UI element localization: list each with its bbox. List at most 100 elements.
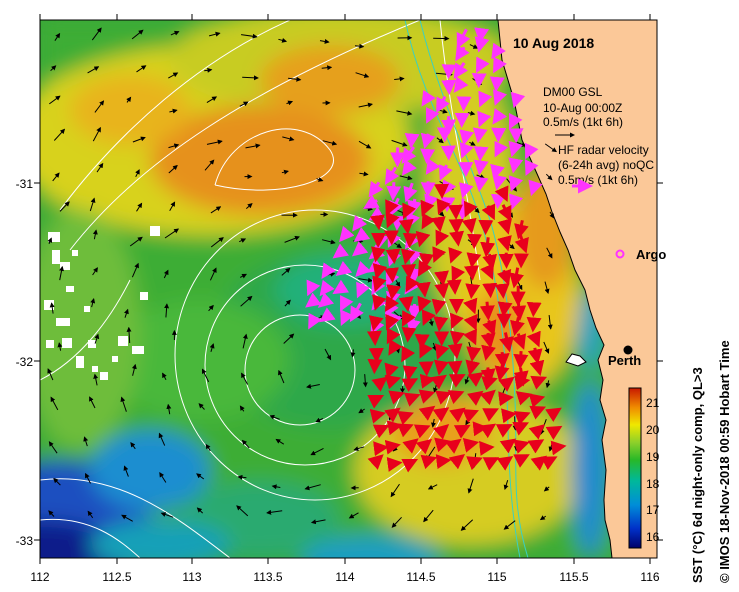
radar-current-arrow <box>453 76 469 93</box>
model-current-arrow <box>170 30 180 36</box>
model-current-arrow <box>87 510 94 519</box>
model-current-arrow <box>124 308 129 318</box>
radar-current-arrow <box>491 42 506 60</box>
radar-current-arrow <box>434 282 450 299</box>
model-current-arrow <box>121 514 133 522</box>
model-current-arrow <box>158 432 166 446</box>
radar-current-arrow <box>497 301 513 318</box>
model-current-arrow <box>159 472 167 483</box>
model-current-arrow <box>546 247 553 259</box>
radar-current-arrow <box>492 174 507 191</box>
radar-current-arrow <box>513 351 529 370</box>
radar-current-arrow <box>371 376 388 392</box>
radar-current-arrow <box>508 140 523 158</box>
radar-current-arrows <box>305 27 567 473</box>
model-current-arrow <box>282 136 295 142</box>
map-date-title: 10 Aug 2018 <box>513 35 594 51</box>
model-current-arrow <box>92 126 101 142</box>
radar-current-arrow <box>321 262 337 279</box>
radar-current-arrow <box>415 438 433 455</box>
model-current-arrow <box>237 474 247 480</box>
model-current-arrow <box>306 383 320 389</box>
model-current-arrow <box>503 520 516 530</box>
radar-current-arrow <box>514 219 529 240</box>
model-current-arrow <box>160 512 174 518</box>
radar-current-arrow <box>386 182 402 202</box>
radar-current-arrow <box>384 439 401 455</box>
radar-current-arrow <box>489 76 505 92</box>
radar-current-arrow <box>477 110 492 128</box>
model-current-arrow <box>390 483 400 498</box>
model-current-arrow <box>131 262 139 278</box>
radar-current-arrow <box>402 438 419 454</box>
radar-current-arrow <box>510 91 526 109</box>
model-legend-line1: DM00 GSL <box>543 85 603 99</box>
radar-current-arrow <box>480 367 496 385</box>
radar-current-arrow <box>480 237 496 258</box>
city-dot-icon <box>623 345 633 355</box>
model-current-arrow <box>93 373 99 386</box>
radar-current-arrow <box>319 307 336 323</box>
radar-current-arrow <box>385 248 401 265</box>
x-tick-label: 113 <box>182 570 201 584</box>
model-current-arrow <box>362 374 368 388</box>
model-current-arrow <box>358 102 373 108</box>
radar-current-arrow <box>435 229 450 247</box>
radar-current-arrow <box>446 279 462 295</box>
radar-current-arrow <box>494 351 510 369</box>
radar-current-arrow <box>308 312 322 330</box>
x-tick-label: 116 <box>640 570 659 584</box>
radar-current-arrow <box>540 456 558 471</box>
y-tick-label: -32 <box>16 355 34 369</box>
radar-current-arrow <box>401 159 417 176</box>
radar-current-arrow <box>453 61 469 80</box>
radar-current-arrow <box>372 294 387 311</box>
radar-current-arrow <box>526 301 542 318</box>
radar-current-arrow <box>386 456 403 472</box>
radar-current-arrow <box>419 341 433 359</box>
model-current-arrow <box>132 136 146 143</box>
model-current-arrow <box>209 343 215 352</box>
model-current-arrow <box>168 72 179 79</box>
radar-current-arrow <box>473 146 489 162</box>
radar-current-arrow <box>405 275 420 293</box>
colorbar-tick: 17 <box>646 503 660 517</box>
radar-current-arrow <box>401 378 419 392</box>
colorbar-title: SST (°C) 6d night-only comp, QL>3 <box>690 367 705 583</box>
colorbar-tick: 20 <box>646 423 660 437</box>
radar-current-arrow <box>494 185 509 203</box>
radar-current-arrow <box>474 36 490 53</box>
x-axis: 112 112.5 113 113.5 114 114.5 115 115.5 … <box>30 570 659 584</box>
model-current-arrow <box>91 27 102 41</box>
radar-current-arrow <box>445 438 462 454</box>
model-current-arrow <box>89 396 96 409</box>
model-current-arrow <box>321 239 336 245</box>
model-current-arrow <box>359 171 369 177</box>
radar-current-arrow <box>498 376 515 392</box>
plot-frame <box>39 19 658 559</box>
y-tick-label: -33 <box>16 534 34 548</box>
model-current-arrow <box>400 385 405 394</box>
model-current-arrow <box>47 237 53 244</box>
model-current-arrow <box>210 206 222 214</box>
model-current-arrow <box>547 315 553 330</box>
model-current-arrow <box>54 32 61 41</box>
radar-current-arrow <box>386 420 403 436</box>
model-current-arrow <box>283 333 295 344</box>
radar-current-arrow <box>529 405 547 420</box>
model-current-arrow <box>358 277 373 283</box>
radar-current-arrow <box>456 28 471 49</box>
radar-current-arrow <box>461 217 477 235</box>
radar-current-arrow <box>466 252 482 269</box>
radar-current-arrow <box>511 333 527 350</box>
radar-current-arrow <box>545 425 563 440</box>
model-current-arrow <box>168 164 178 174</box>
radar-current-arrow <box>403 182 418 203</box>
model-current-arrow <box>92 229 98 240</box>
radar-current-arrow <box>368 180 384 198</box>
radar-current-arrow <box>419 252 435 269</box>
model-current-arrow <box>166 403 172 415</box>
model-current-arrow <box>354 43 365 49</box>
model-current-arrow <box>512 416 518 431</box>
radar-current-arrow <box>420 199 435 217</box>
